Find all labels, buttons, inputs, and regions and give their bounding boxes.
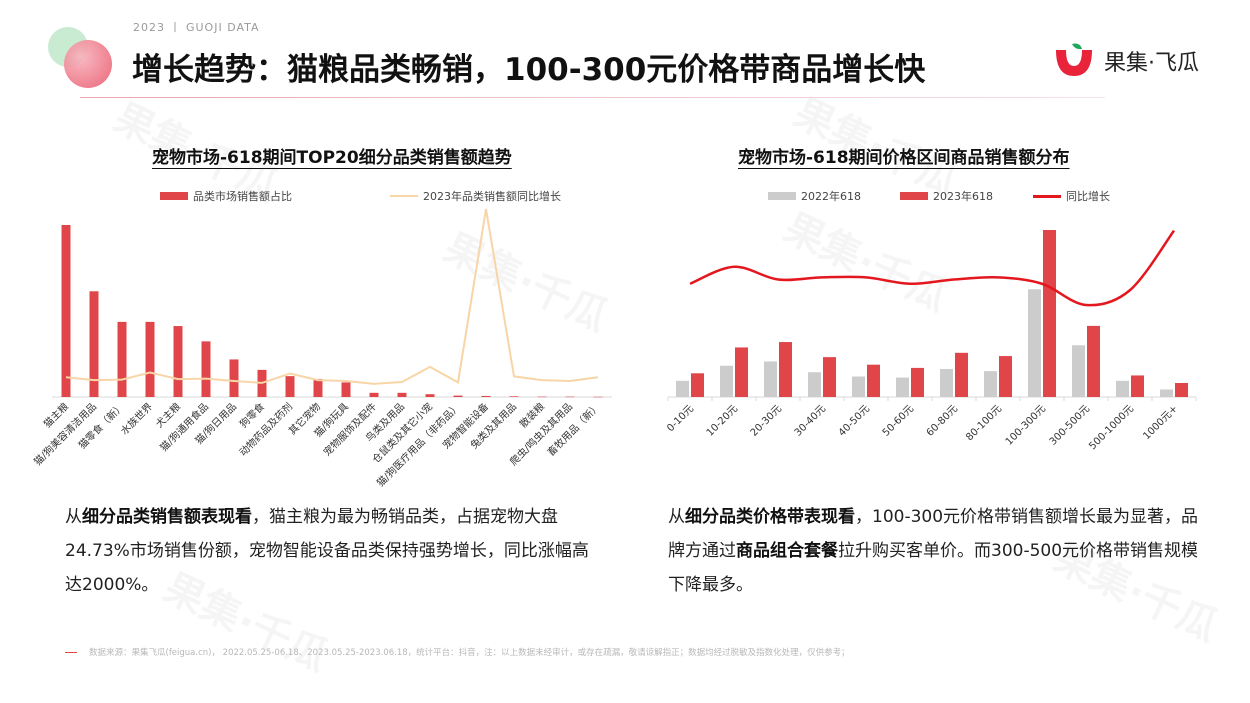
brand-logo-icon bbox=[1056, 43, 1092, 76]
bar-market-share bbox=[537, 396, 547, 398]
bar-market-share bbox=[61, 225, 71, 397]
analysis-left: 从细分品类销售额表现看，猫主粮为最为畅销品类，占据宠物大盘24.73%市场销售份… bbox=[65, 500, 600, 602]
x-tick-label: 40-50元 bbox=[837, 403, 872, 438]
legend-swatch-bar bbox=[160, 192, 188, 200]
x-tick-label: 30-40元 bbox=[793, 403, 828, 438]
legend-swatch-bar bbox=[900, 192, 928, 200]
footer-dash bbox=[65, 651, 77, 653]
legend-label: 2023年618 bbox=[933, 190, 993, 203]
x-tick-label: 100-300元 bbox=[1004, 403, 1048, 447]
bar-market-share bbox=[173, 326, 183, 397]
bar-2023 bbox=[1043, 230, 1056, 397]
legend-label: 同比增长 bbox=[1066, 190, 1110, 203]
bar-2023 bbox=[955, 352, 968, 397]
bar-2023 bbox=[1087, 325, 1100, 397]
legend-swatch-line bbox=[1033, 194, 1061, 198]
x-tick-label: 80-100元 bbox=[964, 403, 1004, 443]
bar-2023 bbox=[779, 342, 792, 397]
right-legend-2023: 2023年618 bbox=[900, 188, 993, 204]
x-tick-label: 500-1000元 bbox=[1087, 403, 1136, 452]
bar-market-share bbox=[369, 392, 379, 397]
bar-market-share bbox=[145, 321, 155, 397]
legend-label: 品类市场销售额占比 bbox=[193, 190, 292, 203]
x-tick-label: 50-60元 bbox=[881, 403, 916, 438]
brand: 果集·飞瓜 bbox=[1052, 42, 1199, 80]
legend-swatch-bar bbox=[768, 192, 796, 200]
bar-market-share bbox=[593, 396, 603, 398]
bar-2023 bbox=[1131, 375, 1144, 397]
bar-2022 bbox=[896, 377, 909, 397]
bar-2022 bbox=[808, 372, 821, 397]
x-tick-label: 1000元+ bbox=[1141, 403, 1180, 442]
right-chart-title: 宠物市场-618期间价格区间商品销售额分布 bbox=[738, 148, 1070, 168]
bar-2022 bbox=[1072, 345, 1085, 397]
growth-line bbox=[65, 208, 599, 385]
bar-market-share bbox=[89, 291, 99, 397]
bar-2023 bbox=[911, 367, 924, 397]
bar-2023 bbox=[1175, 382, 1188, 397]
x-tick-label: 0-10元 bbox=[665, 403, 696, 434]
bar-2022 bbox=[940, 368, 953, 397]
bar-market-share bbox=[425, 394, 435, 397]
x-tick-label: 20-30元 bbox=[749, 403, 784, 438]
left-legend-bar: 品类市场销售额占比 bbox=[160, 188, 292, 204]
right-legend-growth: 同比增长 bbox=[1033, 188, 1110, 204]
bar-market-share bbox=[509, 396, 519, 397]
bar-market-share bbox=[397, 392, 407, 397]
x-tick-label: 10-20元 bbox=[705, 403, 740, 438]
yoy-growth-line bbox=[689, 229, 1176, 307]
header-tag: 2023 丨 GUOJI DATA bbox=[133, 21, 260, 34]
bar-market-share bbox=[313, 378, 323, 397]
bar-market-share bbox=[229, 359, 239, 397]
bar-market-share bbox=[341, 382, 351, 397]
bar-2023 bbox=[691, 373, 704, 397]
bar-2022 bbox=[852, 376, 865, 397]
left-chart-title: 宠物市场-618期间TOP20细分品类销售额趋势 bbox=[152, 148, 512, 168]
title-divider bbox=[80, 97, 1105, 98]
analysis-text: ，100-300元价格带销售额增长最为显著，品牌方通过 bbox=[668, 507, 1199, 561]
left-legend-line: 2023年品类销售额同比增长 bbox=[390, 188, 561, 204]
legend-label: 2022年618 bbox=[801, 190, 861, 203]
analysis-text: 从 bbox=[668, 507, 685, 527]
bar-2023 bbox=[823, 357, 836, 397]
analysis-emphasis: 细分品类销售额表现看 bbox=[82, 507, 252, 527]
analysis-emphasis: 细分品类价格带表现看 bbox=[685, 507, 855, 527]
bar-2023 bbox=[999, 356, 1012, 397]
bar-2022 bbox=[676, 380, 689, 397]
analysis-emphasis: 商品组合套餐 bbox=[736, 541, 838, 561]
right-chart: 0-10元 10-20元 20-30元 30-40元 40-50元 50-60元 60-80… bbox=[665, 229, 1197, 452]
analysis-text: 从 bbox=[65, 507, 82, 527]
bar-2022 bbox=[764, 361, 777, 397]
data-source: 数据来源：果集飞瓜(feigua.cn)， 2022.05.25-06.18、2… bbox=[89, 648, 850, 658]
bar-market-share bbox=[117, 321, 127, 397]
decor-circle-red bbox=[64, 40, 112, 88]
bar-2022 bbox=[1028, 289, 1041, 397]
bar-2023 bbox=[735, 347, 748, 397]
analysis-right: 从细分品类价格带表现看，100-300元价格带销售额增长最为显著，品牌方通过商品… bbox=[668, 500, 1208, 602]
x-tick-label: 300-500元 bbox=[1048, 403, 1092, 447]
bar-2022 bbox=[1116, 380, 1129, 397]
bar-2022 bbox=[720, 365, 733, 397]
legend-label: 2023年品类销售额同比增长 bbox=[423, 190, 561, 203]
page-title: 增长趋势：猫粮品类畅销，100-300元价格带商品增长快 bbox=[132, 52, 926, 88]
footer: 数据来源：果集飞瓜(feigua.cn)， 2022.05.25-06.18、2… bbox=[65, 646, 850, 658]
analysis-text: ，猫主粮为最为畅销品类，占据宠物大盘24.73%市场销售份额，宠物智能设备品类保… bbox=[65, 507, 589, 595]
bar-2023 bbox=[867, 364, 880, 397]
right-legend-2022: 2022年618 bbox=[768, 188, 861, 204]
bar-market-share bbox=[285, 376, 295, 397]
bar-market-share bbox=[453, 395, 463, 397]
bar-market-share bbox=[565, 396, 575, 398]
bar-2022 bbox=[1160, 389, 1173, 397]
analysis-text: 拉升购买客单价。而300-500元价格带销售规模下降最多。 bbox=[668, 541, 1199, 595]
bar-2022 bbox=[984, 371, 997, 397]
bar-market-share bbox=[201, 341, 211, 397]
legend-swatch-line bbox=[390, 195, 418, 197]
x-tick-label: 60-80元 bbox=[925, 403, 960, 438]
brand-name: 果集·飞瓜 bbox=[1104, 51, 1199, 76]
bar-market-share bbox=[481, 395, 491, 397]
